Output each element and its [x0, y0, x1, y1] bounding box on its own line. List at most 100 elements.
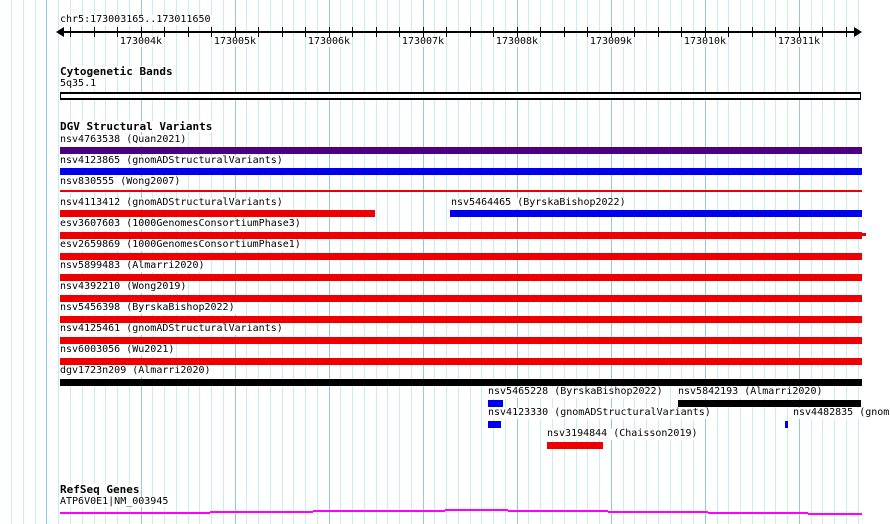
variant-label[interactable]: nsv5465228 (ByrskaBishop2022)	[488, 386, 665, 398]
ruler-tick	[470, 27, 471, 37]
variant-bar[interactable]	[785, 421, 788, 428]
gene-line-segment[interactable]	[708, 512, 808, 514]
gridline-major	[235, 0, 236, 524]
gene-line-segment[interactable]	[313, 510, 445, 512]
variant-label[interactable]: nsv5456398 (ByrskaBishop2022)	[60, 302, 237, 314]
variant-label[interactable]: nsv5842193 (Almarri2020)	[678, 386, 825, 398]
section-title-dgv-structural-variants: DGV Structural Variants	[60, 120, 215, 133]
variant-bar[interactable]	[488, 421, 501, 428]
gridline	[658, 0, 659, 524]
gridline	[552, 0, 553, 524]
variant-label[interactable]: nsv830555 (Wong2007)	[60, 176, 183, 188]
variant-bar[interactable]	[60, 232, 862, 239]
variant-bar[interactable]	[60, 190, 862, 192]
ruler-tick	[517, 27, 518, 37]
gene-line-segment[interactable]	[445, 509, 508, 511]
gene-line-segment[interactable]	[808, 513, 862, 515]
variant-bar[interactable]	[60, 358, 862, 365]
gridline	[752, 0, 753, 524]
gridline	[470, 0, 471, 524]
gridline	[564, 0, 565, 524]
ruler-tick-label: 173010k	[682, 36, 728, 47]
gridline	[293, 0, 294, 524]
variant-label[interactable]: esv2659869 (1000GenomesConsortiumPhase1)	[60, 239, 303, 251]
ruler-tick	[235, 27, 236, 37]
gene-line-segment[interactable]	[508, 510, 608, 512]
gene-label[interactable]: ATP6V0E1|NM_003945	[60, 496, 171, 507]
variant-label[interactable]: dgv1723n209 (Almarri2020)	[60, 365, 213, 377]
ruler-tick	[705, 27, 706, 37]
ruler-tick-label: 173009k	[588, 36, 634, 47]
gridline	[458, 0, 459, 524]
gridline	[434, 0, 435, 524]
variant-bar[interactable]	[488, 400, 503, 407]
gridline	[23, 0, 24, 524]
ruler-tick	[587, 27, 588, 37]
gridline	[775, 0, 776, 524]
gridline	[528, 0, 529, 524]
variant-label[interactable]: nsv3194844 (Chaisson2019)	[547, 428, 700, 440]
gridline	[834, 0, 835, 524]
gridline	[587, 0, 588, 524]
section-title-refseq-genes: RefSeq Genes	[60, 483, 142, 496]
variant-bar[interactable]	[60, 379, 862, 386]
gridline	[728, 0, 729, 524]
ruler-tick	[117, 27, 118, 37]
ruler-tick	[564, 27, 565, 37]
ruler-tick	[728, 27, 729, 37]
variant-label[interactable]: nsv4123330 (gnomADStructuralVariants)	[488, 407, 713, 419]
gridline	[681, 0, 682, 524]
variant-bar[interactable]	[60, 147, 862, 154]
gridline-major	[705, 0, 706, 524]
gene-line-segment[interactable]	[210, 511, 313, 513]
gridline	[693, 0, 694, 524]
ruler-tick	[493, 27, 494, 37]
gridline	[634, 0, 635, 524]
gene-line-segment[interactable]	[60, 512, 210, 514]
gridline	[493, 0, 494, 524]
ruler-tick	[282, 27, 283, 37]
variant-label[interactable]: nsv4123865 (gnomADStructuralVariants)	[60, 155, 285, 167]
variant-label[interactable]: nsv4763538 (Quan2021)	[60, 134, 189, 146]
variant-bar[interactable]	[60, 274, 862, 281]
gene-line-segment[interactable]	[608, 511, 708, 513]
ruler-tick	[305, 27, 306, 37]
ruler-tick	[611, 27, 612, 37]
gridline	[246, 0, 247, 524]
gridline	[822, 0, 823, 524]
ruler-tick	[188, 27, 189, 37]
variant-label[interactable]: nsv5899483 (Almarri2020)	[60, 260, 207, 272]
gridline	[481, 0, 482, 524]
variant-bar[interactable]	[60, 168, 862, 175]
ruler-tick-label: 173005k	[212, 36, 258, 47]
gridline	[35, 0, 36, 524]
gridline	[599, 0, 600, 524]
gridline	[352, 0, 353, 524]
gridline	[740, 0, 741, 524]
variant-bar[interactable]	[450, 210, 862, 217]
variant-label[interactable]: nsv4125461 (gnomADStructuralVariants)	[60, 323, 285, 335]
variant-label[interactable]: nsv4482835 (gnom	[793, 407, 890, 419]
variant-bar[interactable]	[547, 442, 603, 449]
gridline	[387, 0, 388, 524]
gridline	[305, 0, 306, 524]
ruler-tick	[352, 27, 353, 37]
variant-label[interactable]: nsv5464465 (ByrskaBishop2022)	[451, 197, 628, 209]
variant-label[interactable]: esv3607603 (1000GenomesConsortiumPhase3)	[60, 218, 303, 230]
variant-label[interactable]: nsv4392210 (Wong2019)	[60, 281, 189, 293]
variant-label[interactable]: nsv6003056 (Wu2021)	[60, 344, 177, 356]
gridline	[446, 0, 447, 524]
gridline	[787, 0, 788, 524]
variant-bar[interactable]	[60, 210, 375, 217]
variant-bar[interactable]	[678, 400, 861, 407]
gridline	[811, 0, 812, 524]
variant-bar[interactable]	[60, 295, 862, 302]
ruler-tick-label: 173004k	[118, 36, 164, 47]
variant-bar[interactable]	[60, 337, 862, 344]
variant-bar[interactable]	[60, 316, 862, 323]
gridline	[58, 0, 59, 524]
variant-label[interactable]: nsv4113412 (gnomADStructuralVariants)	[60, 197, 285, 209]
variant-bar[interactable]	[60, 253, 862, 260]
gridline	[223, 0, 224, 524]
gridline	[399, 0, 400, 524]
